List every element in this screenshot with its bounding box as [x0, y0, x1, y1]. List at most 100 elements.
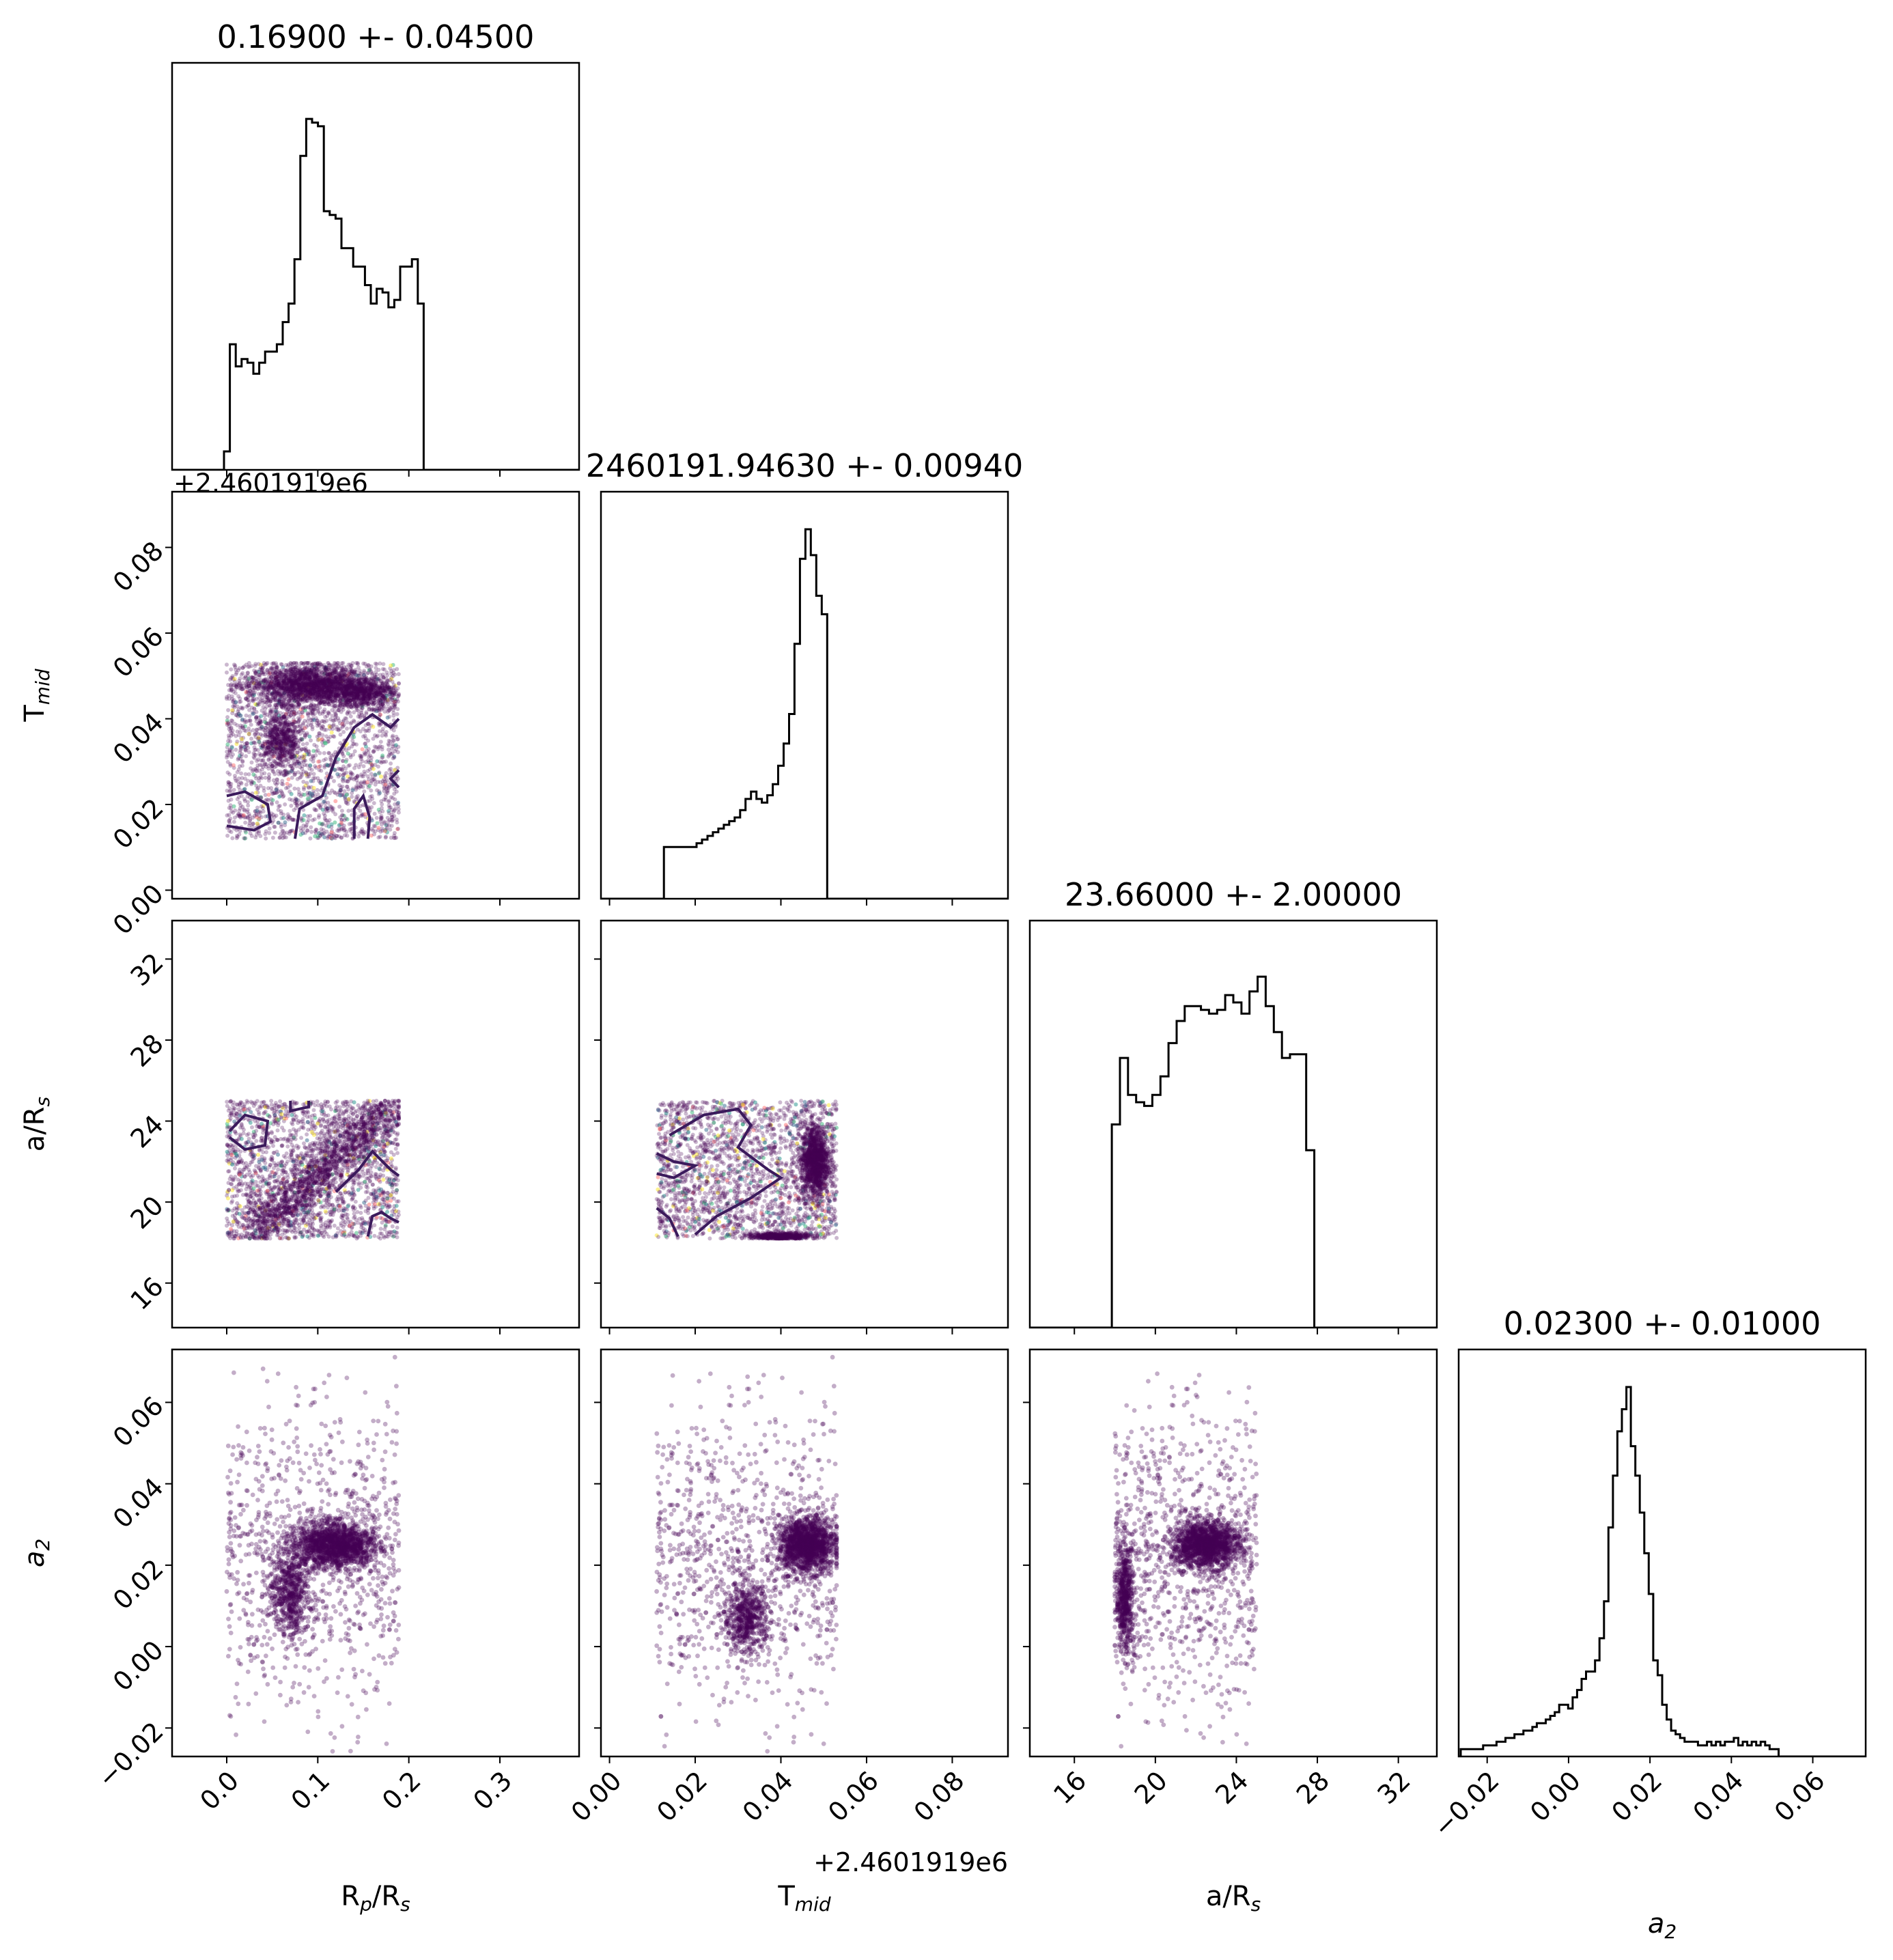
- scatter-point: [255, 710, 259, 714]
- scatter-point: [328, 757, 333, 761]
- scatter-point: [365, 664, 369, 669]
- scatter-point: [296, 787, 300, 791]
- scatter-point: [264, 776, 268, 780]
- scatter-point: [271, 836, 275, 840]
- scatter-point: [225, 695, 229, 699]
- scatter-point: [294, 720, 298, 724]
- scatter-point: [251, 772, 255, 776]
- scatter-point: [310, 768, 314, 772]
- scatter-point: [341, 754, 346, 758]
- scatter-point: [305, 764, 309, 768]
- scatter-point: [381, 667, 385, 671]
- scatter-point: [360, 813, 364, 817]
- scatter-point: [236, 770, 240, 774]
- scatter-point: [238, 815, 242, 819]
- scatter-point: [375, 662, 379, 666]
- scatter-point: [262, 684, 266, 688]
- scatter-point: [237, 679, 241, 683]
- scatter-point: [344, 817, 348, 821]
- scatter-point: [374, 783, 378, 787]
- scatter-point: [238, 748, 242, 753]
- scatter-panel-tmid_vs_rp: [225, 661, 401, 841]
- scatter-point: [227, 799, 231, 803]
- scatter-point: [306, 797, 310, 801]
- scatter-point: [252, 751, 256, 755]
- scatter-point: [305, 781, 309, 785]
- scatter-point: [312, 772, 316, 776]
- scatter-point: [234, 672, 238, 676]
- scatter-point: [279, 825, 283, 829]
- scatter-point: [375, 735, 379, 739]
- scatter-point: [266, 661, 270, 665]
- scatter-point: [387, 739, 391, 743]
- scatter-point: [237, 783, 241, 787]
- scatter-point: [326, 711, 331, 715]
- scatter-point: [322, 700, 326, 704]
- scatter-point: [277, 789, 281, 794]
- scatter-point: [298, 776, 302, 780]
- scatter-point: [305, 725, 309, 729]
- scatter-point: [386, 716, 390, 720]
- scatter-point: [289, 662, 293, 666]
- scatter-point: [387, 748, 391, 752]
- scatter-point: [225, 813, 229, 817]
- scatter-point: [282, 835, 286, 839]
- scatter-point: [326, 763, 330, 767]
- scatter-point: [305, 685, 309, 689]
- scatter-point: [365, 729, 369, 733]
- scatter-point: [382, 778, 386, 782]
- scatter-point: [395, 707, 399, 711]
- scatter-point: [388, 828, 392, 832]
- scatter-point: [261, 664, 265, 668]
- scatter-point: [316, 673, 320, 677]
- scatter-point: [308, 696, 312, 700]
- scatter-point: [279, 742, 283, 746]
- scatter-point: [320, 712, 324, 716]
- scatter-point: [297, 729, 301, 733]
- scatter-point: [255, 822, 260, 826]
- scatter-point: [276, 769, 280, 773]
- scatter-point: [338, 794, 342, 798]
- scatter-point: [342, 789, 346, 794]
- scatter-point: [362, 789, 366, 794]
- scatter-point: [279, 675, 283, 680]
- scatter-point: [231, 704, 235, 708]
- scatter-point: [303, 661, 307, 665]
- scatter-point: [247, 708, 251, 712]
- scatter-point: [286, 747, 290, 751]
- scatter-point: [363, 812, 367, 816]
- scatter-point: [379, 815, 383, 820]
- scatter-point: [235, 834, 239, 838]
- scatter-point: [246, 746, 250, 750]
- scatter-point: [371, 778, 375, 782]
- scatter-point: [392, 755, 396, 759]
- scatter-point: [307, 772, 311, 776]
- scatter-point: [378, 791, 382, 795]
- scatter-point: [354, 661, 359, 665]
- scatter-point: [272, 677, 276, 681]
- scatter-point: [270, 738, 275, 742]
- scatter-point: [243, 742, 247, 746]
- scatter-point: [255, 813, 259, 817]
- scatter-point: [342, 665, 346, 669]
- scatter-point: [230, 711, 234, 715]
- scatter-point: [330, 754, 334, 758]
- scatter-point: [290, 707, 294, 711]
- scatter-point: [348, 776, 352, 780]
- scatter-point: [257, 673, 262, 677]
- scatter-point: [320, 823, 324, 827]
- scatter-point: [290, 776, 294, 780]
- scatter-point: [387, 755, 391, 759]
- scatter-point: [293, 771, 297, 775]
- scatter-point: [391, 733, 395, 738]
- scatter-point: [304, 748, 308, 752]
- scatter-point: [333, 799, 337, 803]
- scatter-point: [380, 759, 384, 764]
- scatter-point: [240, 671, 244, 675]
- scatter-point: [381, 662, 385, 666]
- scatter-point: [341, 813, 345, 817]
- scatter-point: [287, 736, 291, 740]
- scatter-point: [316, 738, 320, 742]
- scatter-point: [316, 677, 320, 682]
- scatter-point: [301, 824, 305, 828]
